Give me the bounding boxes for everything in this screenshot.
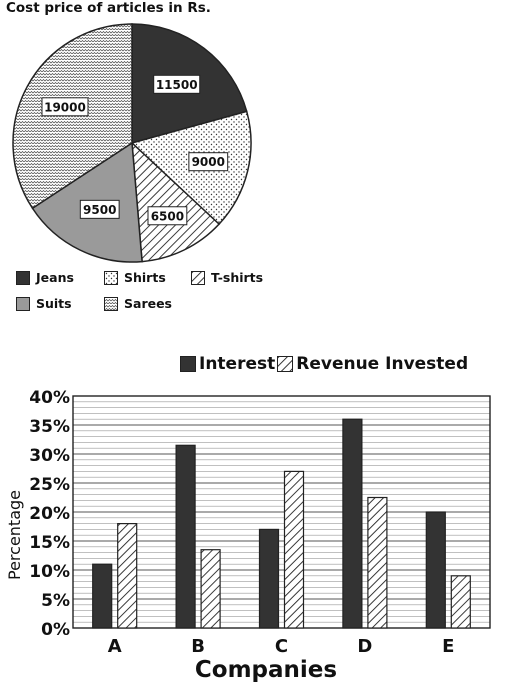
bar-interest-e — [425, 511, 446, 629]
legend-item-sarees: Sarees — [104, 296, 172, 311]
pie-chart: 11500 9000 6500 9500 19000 — [12, 23, 252, 263]
pie-data-label-suits: 9500 — [83, 203, 116, 217]
pie-label-box-jeans — [153, 74, 201, 94]
bar-interest-a — [92, 563, 113, 629]
legend-item-tshirts: T-shirts — [191, 270, 263, 285]
pie-label-box-suits — [79, 199, 120, 219]
legend-label-jeans: Jeans — [36, 270, 74, 285]
legend-item-suits: Suits — [16, 296, 72, 311]
bar-interest-d — [342, 418, 363, 629]
legend-item-jeans: Jeans — [16, 270, 74, 285]
legend-label-shirts: Shirts — [124, 270, 166, 285]
plot-area — [72, 395, 491, 629]
bar-revenue-invested-a — [117, 523, 138, 629]
y-tick-label: 25% — [29, 475, 70, 495]
bar-revenue-invested-c — [283, 470, 305, 629]
pie-slice-tshirts — [131, 141, 221, 263]
x-tick-label-d: D — [357, 636, 372, 657]
legend-swatch-revenue-invested — [277, 356, 294, 372]
x-tick-label-a: A — [108, 636, 122, 657]
legend-item-interest: Interest — [180, 354, 275, 374]
legend-label-suits: Suits — [36, 296, 72, 311]
pie-data-label-jeans: 11500 — [156, 78, 198, 92]
legend-item-revenue-invested: Revenue Invested — [277, 354, 468, 374]
pie-label-box-sarees — [41, 97, 89, 117]
y-tick-label: 5% — [41, 591, 70, 611]
legend-swatch-shirts — [104, 270, 118, 285]
y-axis-label: Percentage — [5, 490, 24, 580]
y-tick-label: 30% — [29, 446, 70, 466]
bar-revenue-invested-b — [200, 549, 221, 629]
legend-item-shirts: Shirts — [104, 270, 166, 285]
legend-swatch-sarees — [104, 296, 118, 311]
x-tick-label-b: B — [191, 636, 205, 657]
y-tick-label: 35% — [29, 417, 70, 437]
bar-revenue-invested-e — [450, 575, 471, 629]
pie-data-label-sarees: 19000 — [44, 100, 86, 114]
legend-swatch-tshirts — [191, 270, 205, 285]
pie-label-box-shirts — [188, 152, 229, 172]
y-tick-label: 0% — [41, 620, 70, 640]
y-tick-label: 15% — [29, 533, 70, 553]
y-tick-label: 20% — [29, 504, 70, 524]
legend-swatch-interest — [180, 356, 196, 372]
y-tick-label: 40% — [29, 388, 70, 408]
legend-label-revenue-invested: Revenue Invested — [296, 354, 469, 374]
legend-swatch-jeans — [16, 270, 30, 285]
pie-data-label-shirts: 9000 — [192, 155, 225, 169]
pie-chart-title: Cost price of articles in Rs. — [6, 0, 211, 16]
bar-revenue-invested-d — [367, 496, 388, 629]
legend-label-tshirts: T-shirts — [211, 270, 264, 285]
pie-data-label-tshirts: 6500 — [151, 209, 184, 223]
bar-legend: Interest Revenue Invested — [180, 354, 468, 374]
bar-interest-c — [258, 528, 280, 629]
x-tick-label-c: C — [275, 636, 288, 657]
x-axis-label: Companies — [195, 657, 337, 683]
legend-label-sarees: Sarees — [124, 296, 172, 311]
bar-interest-b — [175, 444, 196, 629]
legend-label-interest: Interest — [199, 354, 276, 374]
pie-label-box-tshirts — [147, 206, 188, 226]
x-tick-label-e: E — [442, 636, 454, 657]
bar-chart: 0% 5% 10% 15% 20% 25% 30% 35% 40% A B C D E Percentag… — [5, 388, 491, 683]
y-tick-label: 10% — [29, 562, 70, 582]
legend-swatch-suits — [16, 296, 30, 311]
